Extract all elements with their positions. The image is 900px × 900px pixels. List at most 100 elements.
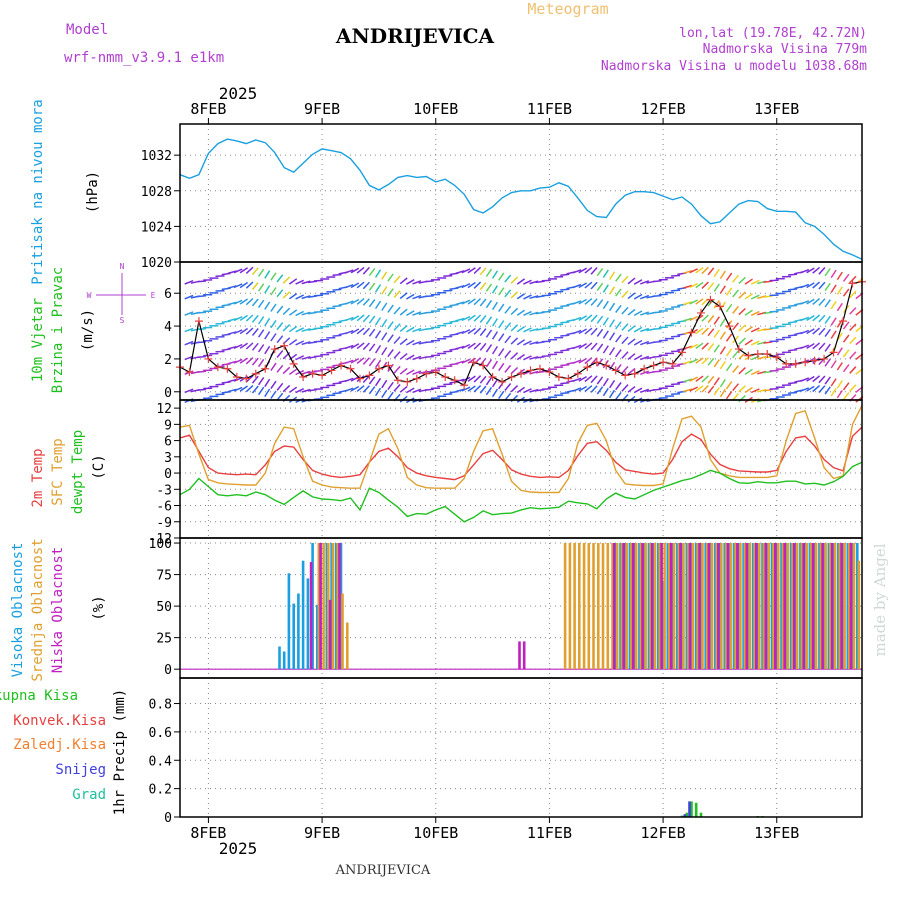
- cloud-panel-labels: Visoka Oblacnost Srednja Oblacnost Niska…: [10, 538, 107, 681]
- wind-arrow: [621, 306, 629, 315]
- wind-arrow: [473, 281, 482, 289]
- wind-arrow: [671, 305, 681, 308]
- wind-arrow: [257, 316, 265, 325]
- cloud-bar: [710, 543, 714, 670]
- wind-arrow: [523, 355, 532, 361]
- wind-arrow: [393, 383, 401, 392]
- wind-speed-point: [829, 348, 838, 357]
- wind-arrow: [406, 293, 415, 300]
- wind-arrow: [276, 322, 284, 331]
- wind-arrow: [510, 276, 519, 284]
- wind-arrow: [491, 285, 499, 294]
- wind-arrow: [350, 267, 360, 274]
- wind-arrow: [627, 325, 636, 332]
- wind-arrow: [504, 350, 512, 359]
- wind-arrow: [344, 344, 354, 350]
- wind-arrow: [362, 281, 370, 290]
- cloud-bar: [630, 543, 633, 670]
- wind-arrow: [615, 382, 622, 391]
- wind-arrow: [738, 276, 746, 284]
- wind-arrow: [504, 274, 512, 283]
- wind-arrow: [602, 317, 609, 326]
- wind-arrow: [412, 327, 422, 333]
- wind-arrow: [245, 281, 254, 289]
- temperature-ytick-label: -9: [156, 516, 172, 531]
- wind-arrow: [683, 378, 693, 383]
- wind-arrow: [227, 285, 237, 289]
- wind-arrow: [689, 282, 699, 289]
- temperature-ytick-label: 0: [164, 467, 172, 482]
- wind-arrow: [719, 270, 726, 280]
- wind-speed-point: [289, 359, 298, 368]
- cloud-bar: [317, 543, 321, 670]
- wind-arrow: [523, 279, 532, 285]
- wind-arrow: [725, 303, 733, 313]
- wind-arrow: [233, 386, 243, 392]
- cloud-bar: [685, 543, 689, 670]
- wind-arrow: [842, 392, 850, 401]
- cloud-bar: [325, 543, 329, 670]
- wind-arrow: [344, 377, 354, 383]
- wind-arrow: [251, 314, 259, 323]
- wind-arrow: [523, 340, 532, 346]
- wind-arrow: [498, 272, 505, 281]
- wind-arrow: [602, 345, 609, 354]
- wind-speed-point: [384, 361, 393, 370]
- cloud-bar: [322, 543, 325, 670]
- wind-arrow: [399, 367, 408, 375]
- wind-arrow: [849, 366, 857, 374]
- precip-total-label: Ukupna Kisa: [0, 688, 78, 704]
- wind-arrow: [276, 305, 284, 314]
- wind-arrow: [621, 365, 629, 374]
- wind-arrow: [608, 361, 616, 371]
- wind-arrow: [301, 355, 311, 360]
- wind-speed-point: [668, 359, 677, 368]
- compass-rose: N E S W: [87, 262, 156, 325]
- cloud-bar: [676, 543, 679, 670]
- wind-arrow: [812, 314, 821, 322]
- wind-arrow: [393, 275, 401, 284]
- wind-arrow: [239, 298, 249, 305]
- wind-ytick-label: 6: [164, 287, 172, 302]
- cloud-bar: [770, 543, 774, 670]
- pressure-series-line: [179, 138, 863, 260]
- cloud-bar: [821, 543, 824, 670]
- wind-arrow: [504, 383, 512, 391]
- cloud-bar: [330, 543, 333, 670]
- cloud-bar: [774, 543, 777, 670]
- cloud-mid-label: Srednja Oblacnost: [30, 538, 46, 681]
- wind-speed-point: [602, 361, 611, 370]
- wind-arrow: [824, 328, 831, 338]
- wind-arrow: [498, 287, 505, 296]
- wind-arrow: [467, 298, 476, 305]
- wind-arrow: [572, 269, 582, 274]
- wind-arrow: [732, 274, 739, 283]
- wind-arrow: [485, 329, 493, 338]
- cloud-bar: [764, 543, 768, 670]
- wind-arrow: [479, 385, 487, 394]
- cloud-bar: [671, 543, 674, 670]
- wind-arrow: [239, 267, 249, 274]
- wind-arrow: [251, 328, 259, 336]
- wind-arrow: [744, 278, 753, 285]
- wind-unit-label: (m/s): [80, 309, 96, 351]
- wind-speed-point: [223, 364, 232, 373]
- precipitation-ytick-label: 0.4: [149, 754, 173, 769]
- wind-arrow: [608, 389, 616, 399]
- wind-speed-point: [270, 345, 279, 354]
- wind-arrow: [615, 334, 622, 343]
- wind-speed-point: [393, 376, 402, 385]
- wind-speed-point: [232, 373, 241, 381]
- wind-arrow: [842, 288, 850, 297]
- wind-arrow: [245, 342, 254, 350]
- date-label-top: 13FEB: [754, 100, 799, 118]
- wind-arrow: [707, 385, 715, 394]
- cloud-bar: [316, 604, 319, 670]
- compass-east: E: [151, 291, 156, 300]
- cloud-bar: [784, 543, 788, 670]
- wind-arrow: [652, 340, 662, 344]
- cloud-bar: [619, 543, 622, 670]
- cloud-bar: [611, 543, 614, 670]
- wind-arrow: [412, 340, 422, 346]
- cloud-bar: [827, 543, 831, 670]
